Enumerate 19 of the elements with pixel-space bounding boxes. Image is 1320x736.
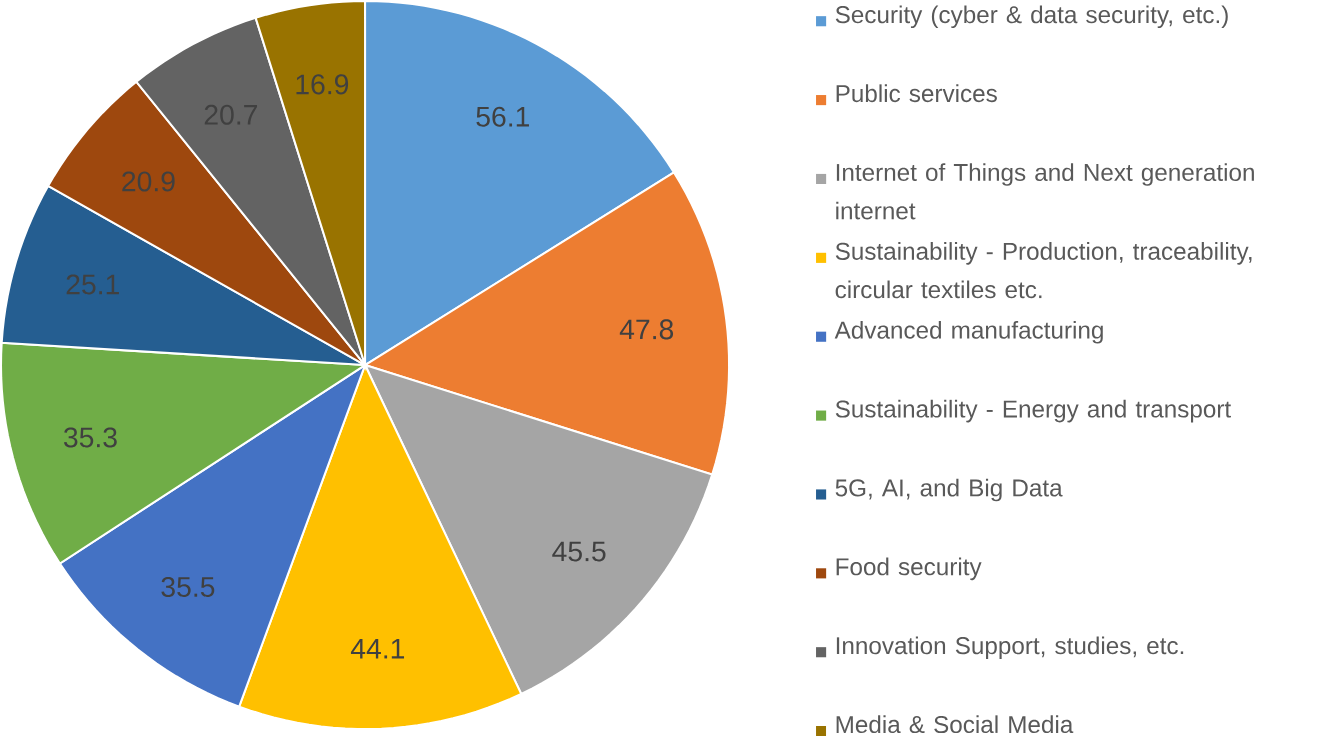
legend-label: Media & Social Media [836,715,1074,734]
data-label: 20.9 [122,171,175,192]
data-label: 47.8 [619,319,674,340]
legend-label: Advanced manufacturing [834,320,1103,344]
data-label: 45.5 [552,541,606,562]
legend-label: Public services [836,84,997,103]
data-label: 35.5 [161,576,215,597]
legend-label: Sustainability - Energy and transport [835,399,1231,423]
data-label: 16.9 [296,74,349,95]
data-label: 25.1 [66,274,119,295]
data-label: 56.1 [476,106,529,127]
legend-label: Sustainability - Production, traceability, circular textiles etc. [835,242,1252,299]
legend-label: 5G, AI, and Big Data [835,478,1063,502]
legend-label: Security (cyber & data security, etc.) [835,5,1228,29]
legend-label: Food security [836,557,982,581]
data-label: 44.1 [350,638,405,659]
legend-label: Internet of Things and Next generation internet [836,163,1254,220]
legend-label: Innovation Support, studies, etc. [836,636,1184,659]
data-label: 35.3 [64,427,117,448]
